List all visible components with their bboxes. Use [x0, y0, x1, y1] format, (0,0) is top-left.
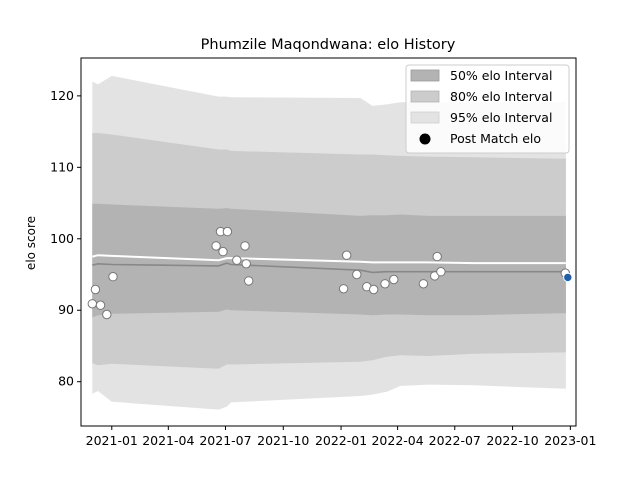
- interval-bands: [92, 75, 566, 410]
- match-point: [418, 279, 429, 289]
- match-point: [241, 259, 251, 269]
- post-match-points: [87, 226, 573, 320]
- y-tick-label: 120: [50, 88, 74, 103]
- y-tick-label: 80: [58, 374, 74, 389]
- x-tick-label: 2021-07: [199, 433, 251, 448]
- match-point: [211, 241, 221, 251]
- match-point: [108, 272, 118, 282]
- x-tick-label: 2022-04: [371, 433, 423, 448]
- legend-frame: [405, 64, 570, 154]
- plot-area: [87, 75, 573, 410]
- x-tick-label: 2022-07: [429, 433, 481, 448]
- match-point: [222, 226, 233, 237]
- match-point: [436, 267, 446, 277]
- chart-title: Phumzile Maqondwana: elo History: [201, 37, 456, 53]
- match-point: [95, 300, 106, 310]
- match-point: [240, 241, 250, 251]
- match-point: [244, 276, 254, 286]
- x-tick-label: 2021-01: [86, 433, 138, 448]
- x-tick-label: 2022-01: [315, 433, 367, 448]
- match-point: [218, 246, 228, 257]
- match-point: [87, 299, 98, 309]
- median-line: [92, 262, 566, 274]
- match-point: [232, 255, 242, 265]
- match-point: [369, 284, 379, 295]
- match-point: [102, 309, 112, 320]
- legend-label-50: 50% elo Interval: [450, 68, 552, 83]
- x-tick-label: 2022-10: [486, 433, 538, 448]
- legend-label-95: 95% elo Interval: [450, 110, 552, 125]
- mean-line: [92, 254, 566, 265]
- legend-swatch-50: [410, 69, 440, 82]
- x-tick-label: 2021-04: [142, 433, 194, 448]
- match-point: [342, 250, 352, 260]
- y-axis-ticks: 80 90 100 110 120: [50, 88, 81, 389]
- latest-match-point: [563, 272, 573, 283]
- plot-frame: [80, 57, 577, 427]
- legend-swatch-95: [410, 111, 440, 124]
- legend-marker-post-match: [419, 133, 431, 145]
- x-tick-label: 2021-10: [257, 433, 309, 448]
- match-point: [432, 251, 442, 262]
- y-tick-label: 110: [50, 159, 74, 174]
- match-point: [338, 284, 349, 294]
- match-point: [352, 269, 362, 280]
- match-point: [389, 274, 399, 285]
- legend: 50% elo Interval 80% elo Interval 95% el…: [405, 64, 570, 154]
- legend-label-post-match: Post Match elo: [450, 131, 541, 146]
- y-axis-label: elo score: [24, 216, 38, 270]
- y-tick-label: 100: [50, 231, 74, 246]
- legend-label-80: 80% elo Interval: [450, 89, 552, 104]
- x-tick-label: 2023-01: [544, 433, 596, 448]
- match-point: [380, 279, 390, 289]
- trend-lines: [92, 254, 566, 274]
- legend-swatch-80: [410, 90, 440, 103]
- x-axis-ticks: 2021-01 2021-04 2021-07 2021-10 2022-01 2022-…: [86, 426, 596, 448]
- match-point: [90, 284, 101, 295]
- y-tick-label: 90: [58, 302, 74, 317]
